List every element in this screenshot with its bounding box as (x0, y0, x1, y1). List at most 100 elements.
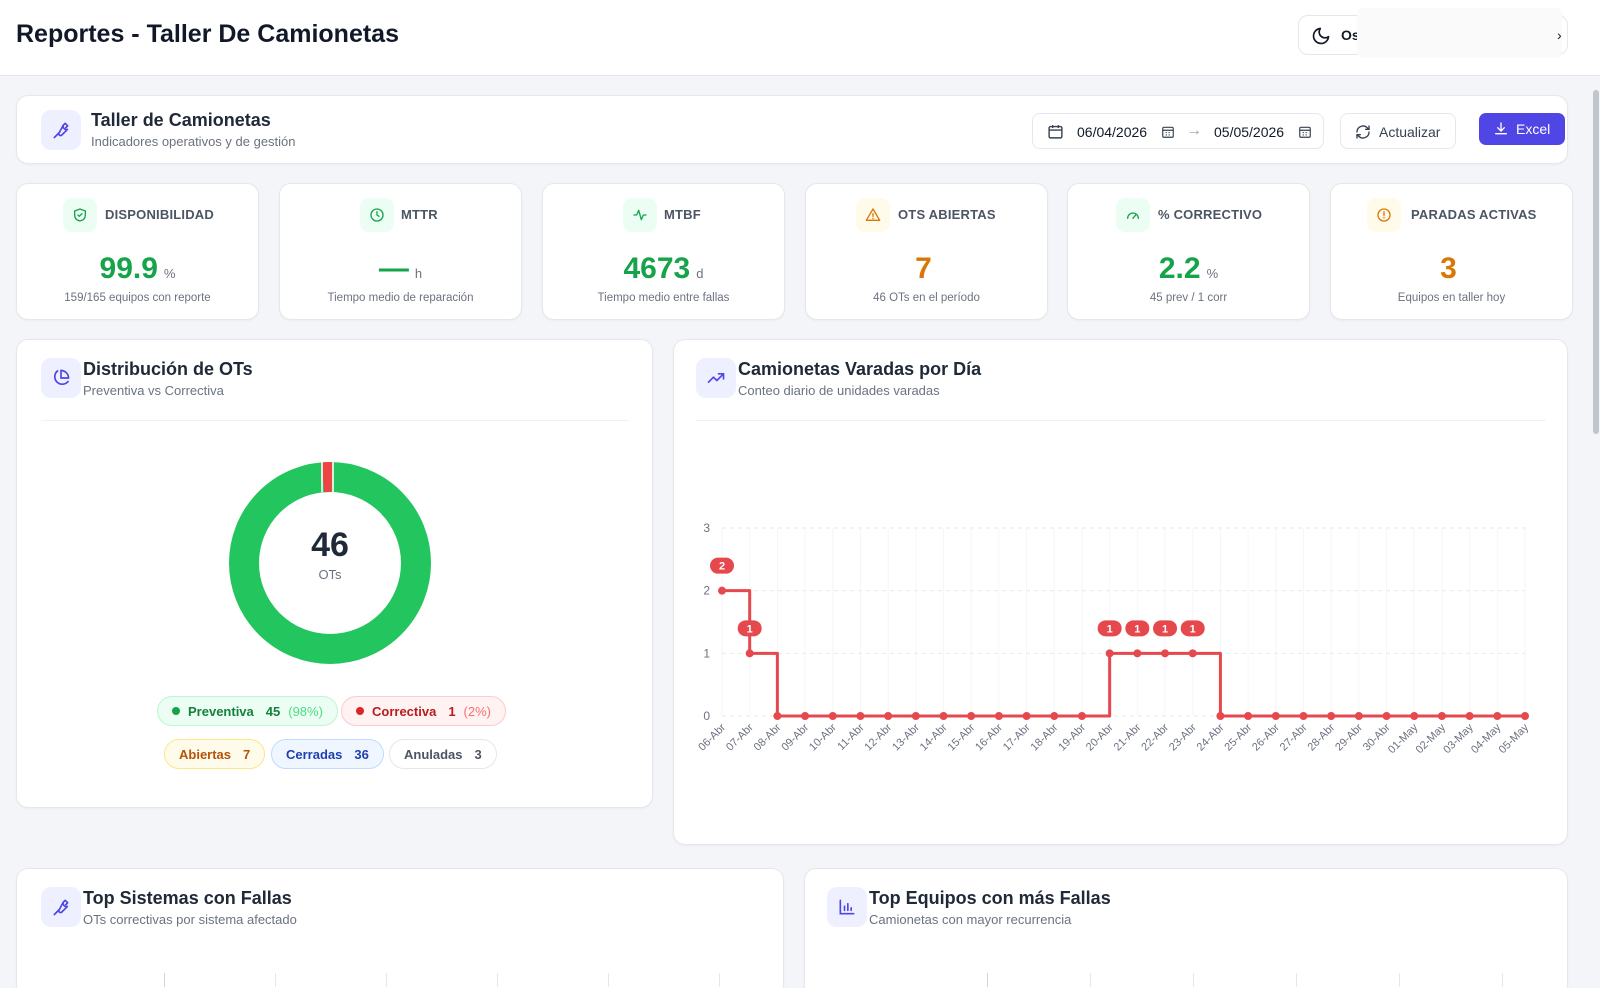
kpi-label: % CORRECTIVO (1158, 207, 1263, 222)
grid-line (719, 973, 720, 987)
user-menu-button[interactable]: Os › (1298, 8, 1568, 58)
bar-chart-icon-box (827, 887, 867, 927)
top-systems-card: Top Sistemas con Fallas OTs correctivas … (16, 868, 784, 988)
divider (41, 420, 629, 421)
x-tick-label: 18-Abr (1029, 721, 1061, 753)
stranded-chart-card: Camionetas Varadas por Día Conteo diario… (673, 339, 1568, 845)
x-tick-label: 22-Abr (1139, 721, 1171, 753)
data-label-badge (1097, 620, 1122, 637)
data-point[interactable] (884, 712, 893, 720)
data-point[interactable] (1271, 712, 1280, 720)
data-point[interactable] (773, 712, 782, 720)
date-to-input[interactable]: 05/05/2026 (1214, 124, 1285, 140)
scrollbar[interactable] (1592, 76, 1600, 988)
top-equipment-subtitle: Camionetas con mayor recurrencia (869, 912, 1072, 927)
x-tick-label: 12-Abr (862, 721, 894, 753)
data-point[interactable] (1493, 712, 1502, 720)
data-label: 1 (1162, 623, 1168, 635)
data-point[interactable] (1133, 649, 1142, 658)
legend-preventiva[interactable]: Preventiva 45 (98%) (157, 696, 338, 726)
user-name: Os (1341, 27, 1360, 43)
x-tick-label: 11-Abr (835, 721, 866, 752)
x-tick-label: 19-Abr (1056, 721, 1088, 753)
kpi-label: DISPONIBILIDAD (105, 207, 214, 222)
data-label: 1 (1190, 623, 1196, 635)
download-icon (1495, 122, 1507, 135)
top-bar: Reportes - Taller De Camionetas Os › (0, 0, 1600, 76)
data-point[interactable] (1437, 712, 1446, 720)
x-tick-label: 27-Abr (1278, 721, 1310, 753)
kpi-subtext: Equipos en taller hoy (1397, 292, 1506, 304)
x-tick-label: 04-May (1469, 721, 1504, 756)
x-tick-label: 14-Abr (918, 721, 950, 753)
status-anuladas[interactable]: Anuladas 3 (389, 739, 497, 769)
data-point[interactable] (1050, 712, 1059, 720)
data-point[interactable] (1077, 712, 1086, 720)
chevron-right-icon[interactable]: › (1557, 27, 1562, 43)
stranded-line-chart[interactable]: 0 1 2 3 2 06-Abr 1 07-Abr08-Abr09-Abr10-Abr11-A… (674, 340, 1569, 846)
moon-icon[interactable] (1311, 26, 1331, 46)
y-tick-label: 0 (703, 709, 710, 723)
data-point[interactable] (1188, 649, 1197, 658)
data-point[interactable] (1244, 712, 1253, 720)
data-point[interactable] (1410, 712, 1419, 720)
refresh-button[interactable]: Actualizar (1340, 113, 1456, 149)
data-point[interactable] (994, 712, 1003, 720)
data-point[interactable] (1354, 712, 1363, 720)
calendar-small-icon[interactable] (1298, 125, 1312, 139)
legend-correctiva[interactable]: Correctiva 1 (2%) (341, 696, 506, 726)
data-point[interactable] (801, 712, 810, 720)
x-tick-label: 29-Abr (1333, 721, 1365, 753)
status-cerradas[interactable]: Cerradas 36 (271, 739, 384, 769)
data-point[interactable] (1327, 712, 1336, 720)
data-point[interactable] (1465, 712, 1474, 720)
date-range-picker[interactable]: 06/04/2026 → 05/05/2026 (1032, 113, 1324, 149)
scrollbar-thumb[interactable] (1593, 90, 1599, 434)
refresh-icon (1356, 125, 1370, 139)
date-from-input[interactable]: 06/04/2026 (1077, 124, 1148, 140)
data-point[interactable] (745, 649, 754, 658)
donut-total: 46 (311, 526, 349, 564)
x-tick-label: 06-Abr (696, 721, 728, 753)
data-point[interactable] (1161, 649, 1170, 658)
data-point[interactable] (939, 712, 948, 720)
data-point[interactable] (1299, 712, 1308, 720)
x-tick-label: 05-May (1497, 721, 1532, 756)
data-point[interactable] (828, 712, 837, 720)
y-tick-label: 3 (703, 521, 710, 535)
kpi-subtext: 46 OTs en el período (873, 292, 980, 304)
kpi-label: OTS ABIERTAS (898, 207, 996, 222)
data-point[interactable] (1216, 712, 1225, 720)
kpi-card-5: PARADAS ACTIVAS 3 Equipos en taller hoy (1330, 183, 1573, 320)
data-point[interactable] (1022, 712, 1031, 720)
kpi-label: MTTR (401, 207, 438, 222)
shield-check-icon (63, 198, 97, 232)
data-label: 1 (1134, 623, 1140, 635)
kpi-value: 7 (915, 252, 932, 285)
grid-line (1399, 973, 1400, 987)
excel-export-button[interactable]: Excel (1479, 113, 1565, 145)
data-point[interactable] (911, 712, 920, 720)
grid-line (164, 973, 165, 987)
header-title: Taller de Camionetas (91, 110, 271, 130)
data-label-badge (1125, 620, 1150, 637)
data-point[interactable] (718, 586, 726, 595)
grid-line (386, 973, 387, 987)
distribution-subtitle: Preventiva vs Correctiva (83, 383, 224, 398)
data-point[interactable] (1521, 712, 1529, 720)
data-label: 1 (747, 623, 753, 635)
data-point[interactable] (1382, 712, 1391, 720)
redacted-area (1357, 8, 1562, 58)
y-tick-label: 1 (703, 646, 710, 660)
grid-line (275, 973, 276, 987)
kpi-subtext: Tiempo medio entre fallas (597, 292, 730, 304)
data-point[interactable] (967, 712, 976, 720)
status-abiertas[interactable]: Abiertas 7 (164, 739, 266, 769)
kpi-value: — h (378, 252, 423, 285)
data-label-badge (737, 620, 762, 637)
grid-line (1296, 973, 1297, 987)
data-point[interactable] (856, 712, 865, 720)
donut-chart[interactable] (215, 448, 445, 678)
calendar-small-icon[interactable] (1161, 125, 1175, 139)
data-point[interactable] (1105, 649, 1114, 658)
